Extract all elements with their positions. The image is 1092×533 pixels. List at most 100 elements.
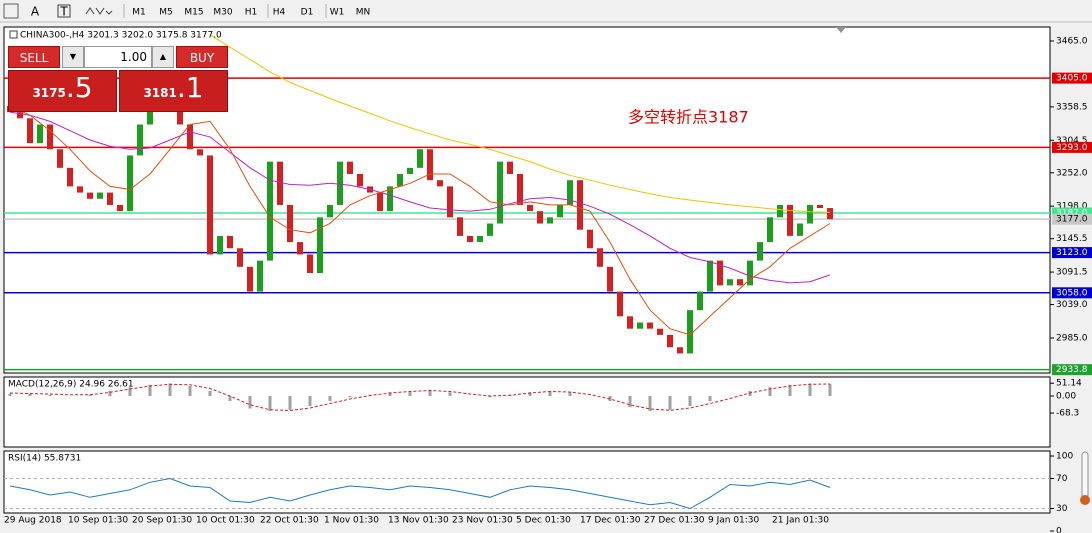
x-tick-label: 5 Dec 01:30 <box>516 516 571 526</box>
candle <box>537 211 543 224</box>
timeframe-button[interactable]: M1 <box>132 8 146 18</box>
candle <box>87 192 93 199</box>
candle <box>327 204 333 218</box>
timeframe-button[interactable]: D1 <box>301 8 314 18</box>
moving-average <box>9 111 831 284</box>
candle <box>687 310 693 354</box>
x-tick-label: 22 Oct 01:30 <box>260 516 319 526</box>
x-tick-label: 20 Sep 01:30 <box>132 516 192 526</box>
candle <box>117 204 123 212</box>
candle <box>487 223 493 236</box>
candle <box>827 208 833 220</box>
candle <box>107 192 113 205</box>
x-tick-label: 29 Aug 2018 <box>4 516 62 526</box>
candle <box>17 112 23 119</box>
candle <box>97 192 103 199</box>
rsi-line <box>9 477 831 510</box>
candle <box>497 161 503 224</box>
price-level-tag <box>1052 364 1092 376</box>
scale-knob[interactable] <box>1080 495 1090 505</box>
price-level-label: 3058.0 <box>1056 288 1088 298</box>
y-tick-label: 3145.5 <box>1056 234 1088 244</box>
candle <box>127 155 133 212</box>
x-tick-label: 27 Dec 01:30 <box>644 516 705 526</box>
candle <box>247 266 253 292</box>
candle <box>517 174 523 205</box>
candle <box>527 204 533 212</box>
candle <box>597 248 603 267</box>
candle <box>347 161 353 175</box>
panel-title: MACD(12,26,9) 24.96 26.61 <box>8 380 134 390</box>
candle <box>647 322 653 329</box>
candle <box>397 174 403 187</box>
candle <box>407 167 413 175</box>
candle <box>657 328 663 335</box>
text-tool[interactable]: A <box>31 5 40 19</box>
text-tool[interactable]: T <box>59 5 68 19</box>
candle <box>57 149 63 168</box>
candle <box>637 322 643 329</box>
candle <box>697 291 703 311</box>
timeframe-button[interactable]: W1 <box>330 8 345 18</box>
candle <box>47 124 53 150</box>
candle <box>557 204 563 218</box>
candle <box>67 167 73 187</box>
ask-main: 3181 <box>143 86 177 100</box>
candle <box>787 204 793 236</box>
timeframe-button[interactable]: H4 <box>273 8 286 18</box>
x-tick-label: 13 Nov 01:30 <box>388 516 449 526</box>
buy-button[interactable]: BUY <box>176 46 228 68</box>
timeframe-button[interactable]: H1 <box>245 8 258 18</box>
candle <box>677 347 683 354</box>
candle <box>197 149 203 156</box>
price-level-label: 3293.0 <box>1056 143 1088 153</box>
panel-title: CHINA300-,H4 3201.3 3202.0 3175.8 3177.0 <box>20 31 222 41</box>
candle <box>77 186 83 193</box>
moving-average <box>209 34 831 213</box>
candle <box>717 260 723 286</box>
price-level-tag <box>1052 213 1092 225</box>
macd-signal <box>9 383 831 412</box>
bid-price[interactable]: 3175.5 <box>8 70 117 112</box>
candle <box>467 235 473 243</box>
timeframe-button[interactable]: MN <box>356 8 371 18</box>
crosshair-icon[interactable] <box>3 3 19 19</box>
candle <box>447 186 453 218</box>
candle <box>477 235 483 243</box>
text-box-icon[interactable] <box>57 4 71 18</box>
candle <box>427 149 433 181</box>
price-level-tag <box>1052 141 1092 153</box>
x-tick-label: 23 Nov 01:30 <box>452 516 513 526</box>
shapes-icon[interactable] <box>85 7 113 15</box>
bid-frac: .5 <box>65 71 93 104</box>
candle <box>417 149 423 168</box>
timeframe-button[interactable]: M5 <box>159 8 173 18</box>
candle <box>587 229 593 249</box>
candle <box>727 279 733 286</box>
candle <box>607 266 613 292</box>
y-tick-label: 51.14 <box>1056 379 1082 389</box>
price-level-label: 2933.8 <box>1056 365 1088 375</box>
timeframe-button[interactable]: M15 <box>184 8 203 18</box>
volume-input[interactable]: 1.00 <box>84 46 152 68</box>
panel-title: RSI(14) 55.8731 <box>8 454 81 464</box>
volume-down[interactable]: ▼ <box>62 46 84 68</box>
candle <box>177 99 183 125</box>
price-level-tag <box>1052 287 1092 299</box>
toolbar <box>0 0 1092 22</box>
candle <box>457 217 463 236</box>
volume-up[interactable]: ▲ <box>152 46 174 68</box>
rsi-panel <box>3 450 1051 514</box>
candle <box>707 260 713 292</box>
y-tick-label: -68.3 <box>1056 409 1079 419</box>
candle <box>617 291 623 317</box>
candle <box>437 180 443 187</box>
y-tick-label: 100 <box>1056 452 1073 462</box>
y-tick-label: 0.00 <box>1056 392 1076 402</box>
candle <box>377 192 383 212</box>
timeframe-button[interactable]: M30 <box>213 8 232 18</box>
y-tick-label: 2985.0 <box>1056 333 1088 343</box>
ask-price[interactable]: 3181.1 <box>119 70 228 112</box>
candle <box>207 155 213 255</box>
sell-button[interactable]: SELL <box>8 46 60 68</box>
